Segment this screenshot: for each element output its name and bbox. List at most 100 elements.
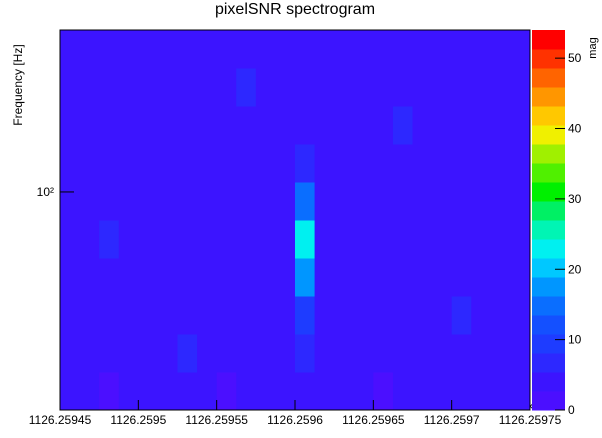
cell: [275, 220, 296, 259]
cell: [334, 334, 355, 373]
cell: [216, 296, 237, 335]
cell: [275, 144, 296, 183]
cell: [510, 68, 531, 107]
cell: [432, 182, 453, 221]
cell: [490, 182, 511, 221]
cell: [490, 372, 511, 411]
cell: [138, 30, 159, 69]
cell: [314, 372, 335, 411]
cell: [471, 144, 492, 183]
colorbar-band: [532, 144, 565, 164]
cell: [353, 334, 374, 373]
cell: [471, 296, 492, 335]
cell: [197, 106, 218, 145]
cell: [197, 68, 218, 107]
cell: [157, 68, 178, 107]
cell: [392, 372, 413, 411]
cell: [451, 220, 472, 259]
cell: [138, 258, 159, 297]
cell: [255, 106, 276, 145]
colorbar-band: [532, 315, 565, 335]
cell: [157, 258, 178, 297]
cell: [432, 106, 453, 145]
cell: [275, 30, 296, 69]
cell: [451, 258, 472, 297]
cell: [432, 68, 453, 107]
cell: [60, 144, 81, 183]
cell: [197, 334, 218, 373]
cell: [334, 258, 355, 297]
cell: [138, 220, 159, 259]
cell: [373, 334, 394, 373]
cell: [314, 334, 335, 373]
cell: [118, 296, 139, 335]
cell: [99, 296, 120, 335]
cell: [392, 334, 413, 373]
cell: [510, 182, 531, 221]
cell: [314, 144, 335, 183]
cell: [197, 372, 218, 411]
cell: [295, 258, 316, 297]
cell: [79, 30, 100, 69]
y-tick-label: 10²: [37, 185, 54, 199]
cell: [118, 144, 139, 183]
cell: [392, 220, 413, 259]
cell: [295, 30, 316, 69]
cell: [79, 296, 100, 335]
cell: [490, 68, 511, 107]
cell: [451, 334, 472, 373]
cell: [373, 144, 394, 183]
cell: [157, 144, 178, 183]
x-tick-label: 1126.25975: [499, 413, 562, 427]
cell: [99, 372, 120, 411]
cell: [255, 296, 276, 335]
colorbar-tick-label: 40: [568, 122, 582, 136]
cell: [412, 68, 433, 107]
cell: [99, 144, 120, 183]
cell: [255, 258, 276, 297]
cell: [177, 68, 198, 107]
colorbar-tick-label: 0: [568, 403, 575, 417]
colorbar-band: [532, 277, 565, 297]
cell: [353, 144, 374, 183]
cell: [177, 372, 198, 411]
cell: [451, 106, 472, 145]
cell: [510, 372, 531, 411]
cell: [236, 68, 257, 107]
cell: [118, 30, 139, 69]
cell: [373, 68, 394, 107]
cell: [255, 372, 276, 411]
x-tick-label: 1126.2595: [110, 413, 166, 427]
cell: [432, 296, 453, 335]
colorbar-tick-label: 10: [568, 333, 582, 347]
cell: [334, 106, 355, 145]
cell: [432, 372, 453, 411]
cell: [353, 30, 374, 69]
cell: [79, 106, 100, 145]
x-tick-label: 1126.25965: [342, 413, 405, 427]
cell: [216, 30, 237, 69]
cell: [60, 182, 81, 221]
cell: [373, 182, 394, 221]
cell: [236, 334, 257, 373]
colorbar-band: [532, 106, 565, 126]
cell: [471, 372, 492, 411]
cell: [471, 182, 492, 221]
cell: [432, 220, 453, 259]
cell: [353, 68, 374, 107]
cell: [118, 334, 139, 373]
cell: [295, 220, 316, 259]
cell: [99, 30, 120, 69]
cell: [510, 144, 531, 183]
colorbar-band: [532, 258, 565, 278]
cell: [157, 372, 178, 411]
cell: [138, 144, 159, 183]
cell: [157, 334, 178, 373]
cell: [118, 68, 139, 107]
cell: [490, 296, 511, 335]
cell: [216, 68, 237, 107]
cell: [412, 144, 433, 183]
cell: [353, 220, 374, 259]
cell: [373, 296, 394, 335]
cell: [118, 220, 139, 259]
